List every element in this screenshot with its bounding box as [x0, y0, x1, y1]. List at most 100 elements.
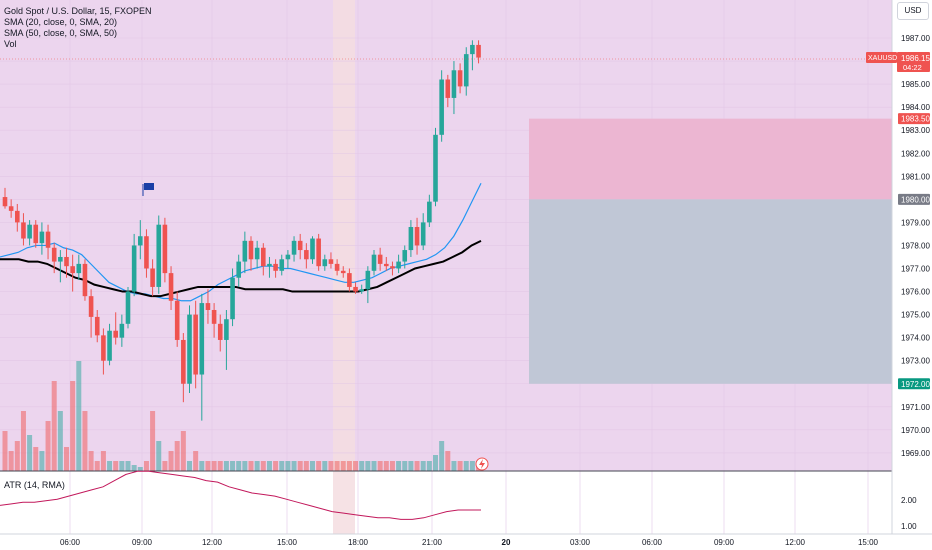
symbol-tag[interactable] [866, 52, 897, 63]
candle[interactable] [193, 300, 198, 389]
candle[interactable] [156, 215, 162, 294]
candle[interactable] [439, 70, 444, 142]
candle[interactable] [291, 236, 297, 262]
volume-legend[interactable]: Vol [4, 39, 17, 49]
candle[interactable] [236, 254, 241, 287]
candle[interactable] [371, 250, 377, 276]
candle[interactable] [328, 252, 334, 269]
candle[interactable] [119, 314, 125, 347]
candle[interactable] [15, 203, 20, 232]
candle[interactable] [107, 323, 112, 366]
candle[interactable] [33, 220, 39, 248]
stop-price-badge[interactable] [898, 113, 930, 125]
candle[interactable] [51, 243, 57, 274]
candle[interactable] [217, 314, 223, 352]
flag-icon[interactable] [142, 183, 154, 196]
candle[interactable] [254, 240, 260, 269]
candle[interactable] [347, 268, 352, 292]
candle[interactable] [125, 286, 131, 329]
candle[interactable] [8, 199, 14, 218]
candle[interactable] [420, 213, 426, 251]
candle[interactable] [174, 291, 180, 347]
candle[interactable] [224, 309, 229, 370]
candle[interactable] [138, 220, 143, 260]
candle[interactable] [359, 284, 364, 294]
candle[interactable] [304, 243, 309, 269]
candle[interactable] [396, 254, 401, 274]
candle[interactable] [76, 254, 82, 281]
candle[interactable] [353, 282, 358, 294]
candle[interactable] [113, 312, 118, 345]
candle[interactable] [94, 309, 100, 343]
candle[interactable] [408, 220, 414, 257]
candle[interactable] [365, 266, 371, 304]
candle[interactable] [433, 127, 438, 207]
candle[interactable] [377, 247, 383, 271]
candle[interactable] [101, 328, 106, 375]
candle[interactable] [205, 289, 211, 324]
sma50-legend[interactable]: SMA (50, close, 0, SMA, 50) [4, 28, 118, 38]
candle[interactable] [21, 213, 26, 246]
candle[interactable] [187, 305, 192, 393]
stop-loss-zone[interactable] [529, 118, 892, 200]
candle[interactable] [261, 243, 266, 276]
candle[interactable] [285, 250, 291, 269]
volume-bar [150, 411, 156, 471]
candle[interactable] [414, 217, 420, 255]
candle[interactable] [70, 254, 75, 292]
candle[interactable] [316, 233, 321, 271]
lightning-icon[interactable] [475, 457, 489, 471]
entry-price-badge[interactable] [898, 193, 930, 205]
candle[interactable] [45, 224, 51, 260]
candle[interactable] [162, 217, 168, 283]
candle[interactable] [144, 229, 149, 278]
candle[interactable] [267, 256, 272, 278]
candle[interactable] [427, 194, 432, 228]
candle[interactable] [334, 259, 340, 276]
candle[interactable] [310, 236, 315, 264]
candle[interactable] [470, 40, 475, 71]
candle[interactable] [168, 266, 174, 310]
candle[interactable] [58, 250, 63, 283]
candle[interactable] [211, 303, 217, 338]
candle[interactable] [279, 254, 285, 276]
candle[interactable] [457, 63, 463, 94]
candle[interactable] [463, 47, 469, 96]
atr-legend[interactable]: ATR (14, RMA) [4, 480, 65, 490]
candle-body [463, 54, 469, 87]
time-axis[interactable]: 06:00 09:00 12:00 15:00 18:00 21:00 20 03:00 06:… [60, 538, 879, 547]
candle[interactable] [82, 259, 88, 301]
position-zones[interactable] [529, 118, 892, 384]
candle[interactable] [451, 61, 457, 115]
last-price-badge[interactable] [897, 52, 930, 72]
candle[interactable] [64, 247, 69, 278]
candle[interactable] [402, 245, 408, 269]
candle[interactable] [242, 231, 248, 274]
target-price-badge[interactable] [898, 378, 930, 390]
candle[interactable] [39, 222, 45, 255]
candle[interactable] [390, 261, 395, 276]
currency-button[interactable]: USD [897, 2, 929, 20]
candle[interactable] [340, 266, 346, 278]
price-axis[interactable]: 1987.00 1985.00 1984.00 1983.00 1982.00 1981.… [866, 34, 930, 458]
candle[interactable] [273, 259, 278, 278]
candlesticks[interactable] [2, 40, 481, 421]
candle[interactable] [88, 289, 94, 338]
candle[interactable] [181, 333, 186, 403]
symbol-title[interactable]: Gold Spot / U.S. Dollar, 15, FXOPEN [4, 6, 152, 16]
candle[interactable] [297, 233, 303, 260]
candle[interactable] [322, 254, 328, 271]
candle[interactable] [199, 293, 205, 421]
candle[interactable] [384, 256, 389, 271]
candle[interactable] [27, 220, 32, 246]
candle[interactable] [248, 236, 254, 271]
candle[interactable] [230, 268, 235, 327]
take-profit-zone[interactable] [529, 199, 892, 384]
sma20-legend[interactable]: SMA (20, close, 0, SMA, 20) [4, 17, 118, 27]
candle[interactable] [2, 187, 8, 209]
candle[interactable] [445, 74, 451, 108]
candle[interactable] [131, 233, 137, 297]
candle[interactable] [476, 40, 481, 64]
candle[interactable] [150, 259, 155, 297]
